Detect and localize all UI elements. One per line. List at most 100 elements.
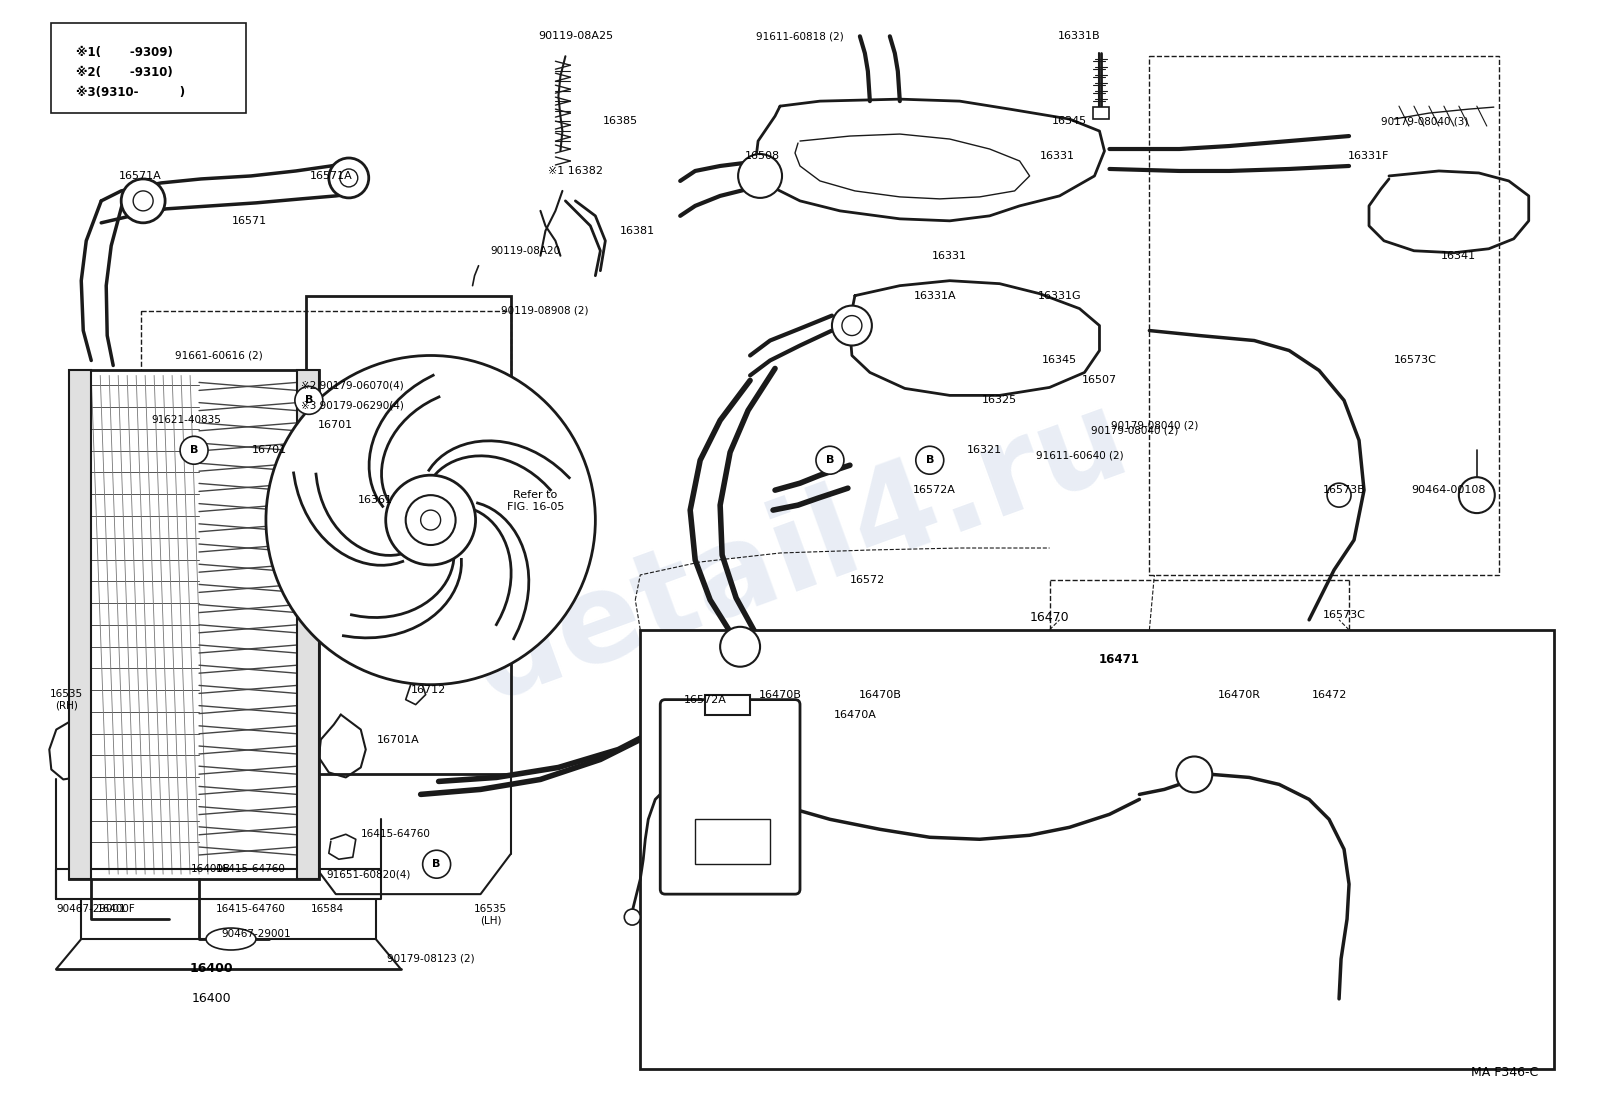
Text: 16572A: 16572A <box>683 694 726 704</box>
Text: 16331A: 16331A <box>914 290 957 300</box>
Text: 16385: 16385 <box>603 116 638 126</box>
Bar <box>640 629 1554 1069</box>
Text: ※3 90179-06290(4): ※3 90179-06290(4) <box>301 401 403 411</box>
Text: 16472: 16472 <box>1312 690 1347 700</box>
Text: 16470R: 16470R <box>1218 690 1261 700</box>
Text: 16381: 16381 <box>621 226 656 236</box>
Text: 16400B: 16400B <box>190 864 230 874</box>
Circle shape <box>266 355 595 684</box>
Text: B: B <box>304 395 314 405</box>
Text: 16400: 16400 <box>192 992 230 1006</box>
Text: 16470B: 16470B <box>758 690 802 700</box>
Bar <box>51 23 246 113</box>
Text: B: B <box>826 455 834 465</box>
Text: 16331B: 16331B <box>1058 31 1101 41</box>
Text: B: B <box>190 445 198 455</box>
Text: 16331F: 16331F <box>1349 151 1390 161</box>
Text: 16573B: 16573B <box>1323 485 1365 496</box>
Text: 16508: 16508 <box>746 151 781 161</box>
Circle shape <box>842 316 862 336</box>
Text: 16400F: 16400F <box>98 904 136 914</box>
Text: 91651-60820(4): 91651-60820(4) <box>326 869 411 879</box>
FancyBboxPatch shape <box>661 700 800 894</box>
Text: 90119-08A25: 90119-08A25 <box>538 31 613 41</box>
Bar <box>1149 56 1499 575</box>
Text: 16535
(LH): 16535 (LH) <box>474 904 507 926</box>
Text: 16325: 16325 <box>982 395 1018 405</box>
Bar <box>69 371 91 879</box>
Text: 16415-64760: 16415-64760 <box>216 904 286 914</box>
Text: ※3(9310-          ): ※3(9310- ) <box>77 86 186 99</box>
Text: 16712: 16712 <box>411 684 446 694</box>
Text: 16573C: 16573C <box>1323 609 1365 619</box>
Text: ※2(       -9310): ※2( -9310) <box>77 66 173 79</box>
Text: 16572A: 16572A <box>914 485 957 496</box>
Text: 16572: 16572 <box>850 575 885 585</box>
Text: B: B <box>925 455 934 465</box>
Circle shape <box>832 306 872 346</box>
Text: 16470: 16470 <box>1030 612 1069 625</box>
Text: 16331: 16331 <box>933 251 968 261</box>
Text: 90119-08908 (2): 90119-08908 (2) <box>501 306 589 316</box>
Text: 16571A: 16571A <box>309 171 352 181</box>
Bar <box>306 296 510 774</box>
Text: ※1(       -9309): ※1( -9309) <box>77 46 173 60</box>
Circle shape <box>181 436 208 464</box>
Text: 16415-64760: 16415-64760 <box>360 829 430 839</box>
Bar <box>69 371 318 879</box>
Circle shape <box>421 510 440 530</box>
Text: detail4.ru: detail4.ru <box>456 378 1144 726</box>
Circle shape <box>422 850 451 878</box>
Circle shape <box>330 158 368 198</box>
Text: 16701A: 16701A <box>378 734 421 744</box>
Text: Refer to
FIG. 16-05: Refer to FIG. 16-05 <box>507 490 565 512</box>
Circle shape <box>738 153 782 198</box>
Circle shape <box>720 627 760 667</box>
Ellipse shape <box>206 928 256 951</box>
Text: 90179-08040 (2): 90179-08040 (2) <box>1091 425 1178 435</box>
Circle shape <box>386 475 475 565</box>
Circle shape <box>133 191 154 211</box>
Text: 16584: 16584 <box>312 904 344 914</box>
Circle shape <box>294 386 323 414</box>
Bar <box>1093 107 1109 119</box>
Text: 16507: 16507 <box>1082 375 1117 385</box>
Circle shape <box>122 179 165 223</box>
Text: 16573C: 16573C <box>1394 355 1437 365</box>
Text: 16341: 16341 <box>1442 251 1477 261</box>
Text: 16415-64760: 16415-64760 <box>216 864 286 874</box>
Text: 90179-08123 (2): 90179-08123 (2) <box>387 954 475 964</box>
Circle shape <box>624 909 640 925</box>
Text: ※1 16382: ※1 16382 <box>549 166 603 176</box>
Text: 16701: 16701 <box>251 445 286 455</box>
Text: 16571: 16571 <box>232 216 267 226</box>
Text: 16361: 16361 <box>358 495 394 506</box>
Text: 16470A: 16470A <box>834 710 877 720</box>
Circle shape <box>339 169 358 187</box>
Circle shape <box>915 446 944 475</box>
Text: 16331: 16331 <box>1040 151 1075 161</box>
Circle shape <box>406 495 456 545</box>
Text: 90179-08040 (3): 90179-08040 (3) <box>1381 116 1469 126</box>
Circle shape <box>816 446 843 475</box>
Text: 90179-08040 (2): 90179-08040 (2) <box>1110 421 1198 431</box>
Text: 16345: 16345 <box>1051 116 1086 126</box>
Text: 16571A: 16571A <box>118 171 162 181</box>
Text: 91661-60616 (2): 91661-60616 (2) <box>174 350 262 361</box>
Text: 90467-29001: 90467-29001 <box>56 904 126 914</box>
Text: 16345: 16345 <box>1042 355 1077 365</box>
Bar <box>706 694 750 714</box>
Text: 16701: 16701 <box>318 421 354 431</box>
Text: 16400: 16400 <box>189 963 234 976</box>
Text: 91621-40835: 91621-40835 <box>150 415 221 425</box>
Text: 90467-29001: 90467-29001 <box>221 930 291 940</box>
Bar <box>694 819 770 864</box>
Text: 91611-60640 (2): 91611-60640 (2) <box>1035 450 1123 460</box>
Bar <box>298 371 318 879</box>
Text: 16535
(RH): 16535 (RH) <box>50 689 83 711</box>
Text: 90119-08A20: 90119-08A20 <box>491 246 560 256</box>
Text: 90464-00108: 90464-00108 <box>1411 485 1486 496</box>
Text: 16321: 16321 <box>966 445 1002 455</box>
Circle shape <box>1176 756 1213 793</box>
Text: ※2 90179-06070(4): ※2 90179-06070(4) <box>301 381 403 391</box>
